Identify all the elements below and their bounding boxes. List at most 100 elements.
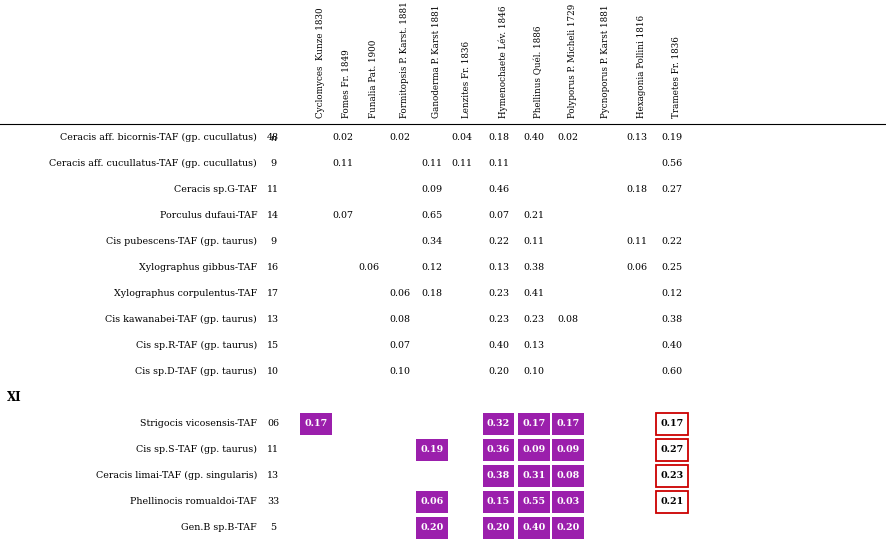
Text: 0.11: 0.11 — [421, 159, 442, 168]
Text: 0.18: 0.18 — [487, 133, 509, 142]
Text: Porculus dufaui-TAF: Porculus dufaui-TAF — [159, 211, 257, 220]
Text: 0.11: 0.11 — [331, 159, 353, 168]
Bar — [416, 439, 447, 460]
Text: 0.55: 0.55 — [522, 497, 545, 506]
Text: 0.60: 0.60 — [661, 367, 682, 377]
Text: Ceracis limai-TAF (gp. singularis): Ceracis limai-TAF (gp. singularis) — [96, 471, 257, 480]
Text: 0.40: 0.40 — [522, 524, 545, 532]
Text: 0.09: 0.09 — [556, 445, 579, 454]
Text: 0.17: 0.17 — [556, 419, 579, 428]
Text: Ceracis aff. bicornis-TAF (gp. cucullatus): Ceracis aff. bicornis-TAF (gp. cucullatu… — [60, 133, 257, 142]
Text: 17: 17 — [267, 289, 279, 298]
Text: 0.19: 0.19 — [661, 133, 682, 142]
Text: Funalia Pat. 1900: Funalia Pat. 1900 — [369, 39, 377, 118]
Text: 0.20: 0.20 — [486, 524, 509, 532]
Text: 0.20: 0.20 — [420, 524, 443, 532]
Text: Fomes Fr. 1849: Fomes Fr. 1849 — [342, 49, 351, 118]
Bar — [656, 413, 688, 434]
Bar — [517, 517, 549, 539]
Text: 0.40: 0.40 — [523, 133, 544, 142]
Text: Gen.B sp.B-TAF: Gen.B sp.B-TAF — [182, 524, 257, 532]
Text: 0.56: 0.56 — [661, 159, 682, 168]
Text: Phellinocis romualdoi-TAF: Phellinocis romualdoi-TAF — [130, 497, 257, 506]
Text: 0.20: 0.20 — [487, 367, 509, 377]
Text: 0.40: 0.40 — [661, 341, 682, 350]
Text: 0.41: 0.41 — [523, 289, 544, 298]
Text: 13: 13 — [267, 315, 279, 324]
Text: Phellinus Quél. 1886: Phellinus Quél. 1886 — [533, 25, 542, 118]
Bar — [482, 517, 514, 539]
Text: Hymenochaete Lév. 1846: Hymenochaete Lév. 1846 — [498, 5, 508, 118]
Text: 13: 13 — [267, 471, 279, 480]
Bar — [656, 439, 688, 460]
Bar — [299, 413, 331, 434]
Text: Cis sp.S-TAF (gp. taurus): Cis sp.S-TAF (gp. taurus) — [136, 445, 257, 454]
Text: 0.12: 0.12 — [661, 289, 682, 298]
Text: 0.22: 0.22 — [661, 237, 682, 246]
Bar — [482, 439, 514, 460]
Bar — [482, 465, 514, 486]
Text: Strigocis vicosensis-TAF: Strigocis vicosensis-TAF — [140, 419, 257, 428]
Text: 11: 11 — [267, 445, 279, 454]
Text: 0.08: 0.08 — [556, 315, 578, 324]
Text: 16: 16 — [267, 263, 279, 272]
Text: 0.32: 0.32 — [486, 419, 509, 428]
Text: 0.21: 0.21 — [523, 211, 544, 220]
Text: 0.23: 0.23 — [660, 471, 683, 480]
Text: 0.09: 0.09 — [421, 185, 442, 194]
Text: 0.25: 0.25 — [661, 263, 682, 272]
Bar — [551, 465, 583, 486]
Text: 0.06: 0.06 — [626, 263, 647, 272]
Text: 0.27: 0.27 — [660, 445, 683, 454]
Text: 10: 10 — [267, 367, 279, 377]
Text: 0.10: 0.10 — [389, 367, 410, 377]
Text: 0.09: 0.09 — [522, 445, 545, 454]
Text: 0.08: 0.08 — [389, 315, 410, 324]
Text: Cis sp.D-TAF (gp. taurus): Cis sp.D-TAF (gp. taurus) — [136, 367, 257, 377]
Bar — [517, 413, 549, 434]
Text: 9: 9 — [270, 159, 276, 168]
Bar — [482, 413, 514, 434]
Text: 0.23: 0.23 — [487, 289, 509, 298]
Text: 0.18: 0.18 — [626, 185, 647, 194]
Text: 0.23: 0.23 — [523, 315, 544, 324]
Text: 0.06: 0.06 — [358, 263, 379, 272]
Bar — [416, 491, 447, 513]
Text: 11: 11 — [267, 185, 279, 194]
Text: 48: 48 — [267, 133, 279, 142]
Text: Cyclomyces  Kunze 1830: Cyclomyces Kunze 1830 — [315, 8, 324, 118]
Bar — [517, 439, 549, 460]
Text: 0.20: 0.20 — [556, 524, 579, 532]
Text: 0.15: 0.15 — [486, 497, 509, 506]
Text: 0.31: 0.31 — [522, 471, 545, 480]
Text: 15: 15 — [267, 341, 279, 350]
Text: 0.21: 0.21 — [660, 497, 683, 506]
Text: 0.17: 0.17 — [522, 419, 545, 428]
Text: 0.40: 0.40 — [487, 341, 509, 350]
Bar — [517, 465, 549, 486]
Text: 0.65: 0.65 — [421, 211, 442, 220]
Text: Ceracis sp.G-TAF: Ceracis sp.G-TAF — [174, 185, 257, 194]
Text: 0.12: 0.12 — [421, 263, 442, 272]
Text: 0.22: 0.22 — [487, 237, 509, 246]
Text: Ceracis aff. cucullatus-TAF (gp. cucullatus): Ceracis aff. cucullatus-TAF (gp. cuculla… — [50, 159, 257, 168]
Text: Polyporus P. Micheli 1729: Polyporus P. Micheli 1729 — [567, 4, 576, 118]
Text: 0.23: 0.23 — [487, 315, 509, 324]
Text: 5: 5 — [270, 524, 276, 532]
Text: 33: 33 — [267, 497, 279, 506]
Text: 0.04: 0.04 — [451, 133, 472, 142]
Text: 0.08: 0.08 — [556, 471, 579, 480]
Text: Pycnoporus P. Karst 1881: Pycnoporus P. Karst 1881 — [601, 4, 610, 118]
Text: Formitopsis P. Karst. 1881: Formitopsis P. Karst. 1881 — [400, 1, 408, 118]
Text: 0.06: 0.06 — [420, 497, 443, 506]
Text: Xylographus corpulentus-TAF: Xylographus corpulentus-TAF — [114, 289, 257, 298]
Text: 0.11: 0.11 — [523, 237, 544, 246]
Text: 0.46: 0.46 — [487, 185, 509, 194]
Text: 0.13: 0.13 — [626, 133, 647, 142]
Bar — [551, 413, 583, 434]
Text: Cis kawanabei-TAF (gp. taurus): Cis kawanabei-TAF (gp. taurus) — [105, 315, 257, 324]
Text: 0.38: 0.38 — [523, 263, 544, 272]
Text: 0.07: 0.07 — [331, 211, 353, 220]
Text: 0.07: 0.07 — [389, 341, 410, 350]
Bar — [656, 491, 688, 513]
